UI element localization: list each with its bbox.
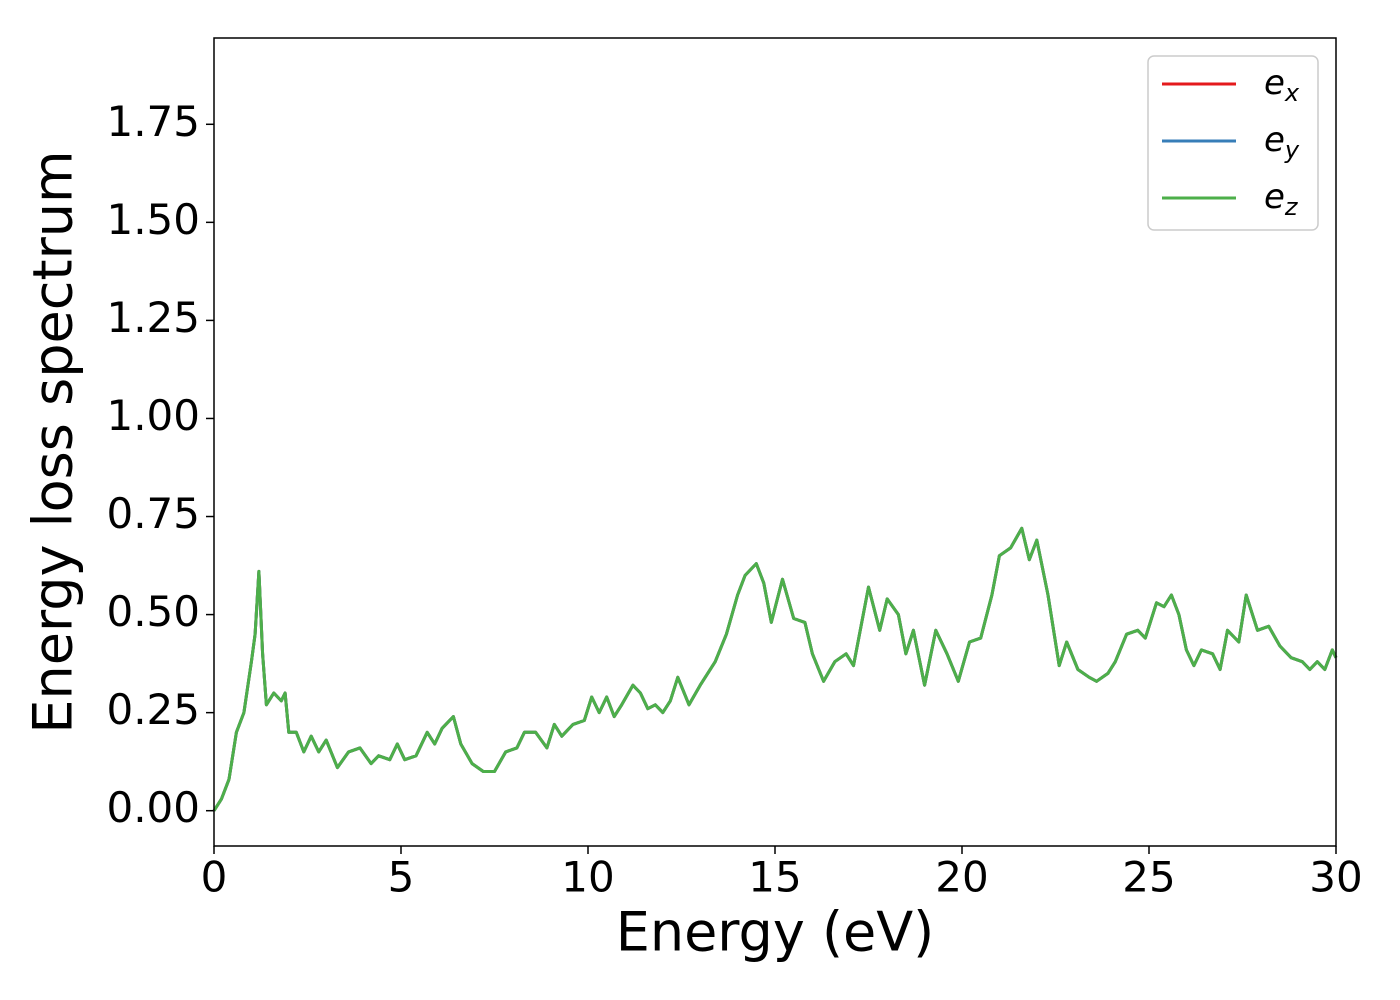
x-tick-label: 15	[748, 853, 801, 902]
series-line	[212, 526, 1338, 812]
x-axis-label: Energy (eV)	[616, 901, 935, 964]
legend-box	[1147, 55, 1319, 231]
y-tick-label: 0.75	[106, 489, 200, 538]
series-line	[212, 526, 1338, 812]
series-line	[212, 526, 1338, 812]
x-tick-label: 25	[1122, 853, 1175, 902]
x-tick-label: 5	[388, 853, 415, 902]
y-tick-label: 0.25	[106, 685, 200, 734]
y-tick-label: 1.75	[106, 97, 200, 146]
y-tick-label: 0.50	[106, 587, 200, 636]
y-axis-label: Energy loss spectrum	[22, 150, 85, 733]
plot-frame	[213, 37, 1337, 847]
y-tick-label: 1.00	[106, 391, 200, 440]
y-tick-label: 1.25	[106, 293, 200, 342]
x-tick-label: 10	[561, 853, 614, 902]
legend-label: ez	[1264, 177, 1299, 222]
y-tick-label: 1.50	[106, 195, 200, 244]
x-tick-label: 20	[935, 853, 988, 902]
x-tick-label: 30	[1309, 853, 1362, 902]
legend-label: ey	[1264, 120, 1300, 165]
x-tick-label: 0	[201, 853, 228, 902]
y-tick-label: 0.00	[106, 783, 200, 832]
legend-label: ex	[1264, 63, 1300, 108]
